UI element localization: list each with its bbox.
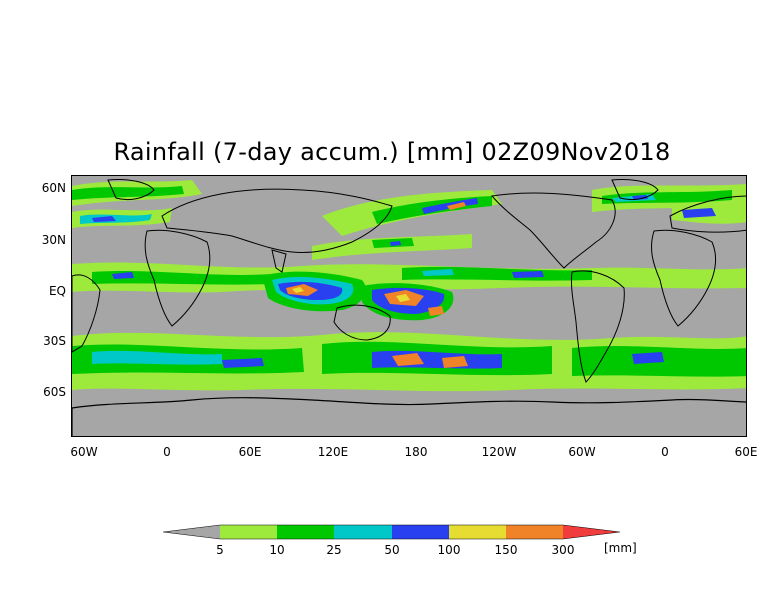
- antarctica-outline: [72, 397, 746, 436]
- greenland-coastline-left: [107, 179, 155, 201]
- lon-label-60e-right: 60E: [734, 445, 758, 459]
- lon-label-0-left: 0: [163, 445, 171, 459]
- lat-label-30s: 30S: [43, 334, 66, 348]
- coastlines: [72, 179, 746, 383]
- africa-coastline-right: [651, 229, 716, 327]
- lon-label-60e-left: 60E: [238, 445, 262, 459]
- colorbar-label-10: 10: [269, 543, 285, 557]
- colorbar-label-5: 5: [216, 543, 224, 557]
- colorbar-units: [mm]: [604, 541, 637, 555]
- rainfall-map: [71, 175, 747, 437]
- rain-cluster-west-pacific: [362, 283, 454, 321]
- colorbar-label-100: 100: [437, 543, 461, 557]
- colorbar-label-25: 25: [326, 543, 342, 557]
- colorbar-label-50: 50: [384, 543, 400, 557]
- rain-band-north-atlantic-left: [72, 180, 202, 228]
- eurasia-coastline: [161, 188, 393, 253]
- rainfall-map-canvas: [72, 176, 746, 436]
- map-title: Rainfall (7-day accum.) [mm] 02Z09Nov201…: [113, 138, 671, 166]
- india-coastline: [271, 249, 287, 273]
- colorbar-bin-100-150: [449, 525, 506, 539]
- lon-label-0-right: 0: [661, 445, 669, 459]
- rain-band-southern-ocean: [72, 332, 746, 392]
- lon-label-60w-right: 60W: [568, 445, 596, 459]
- lon-label-120w: 120W: [481, 445, 517, 459]
- colorbar-label-150: 150: [494, 543, 518, 557]
- rain-cluster-indian-ocean: [262, 271, 366, 312]
- colorbar-bin-150-300: [506, 525, 563, 539]
- rain-band-itcz: [72, 262, 746, 293]
- rain-band-north-atlantic-right: [592, 184, 746, 224]
- lat-label-30n: 30N: [41, 233, 66, 247]
- north-america-coastline: [491, 192, 616, 269]
- colorbar-over-triangle: [563, 525, 620, 539]
- rain-band-north-pacific: [312, 190, 502, 260]
- lon-label-120e: 120E: [317, 445, 349, 459]
- greenland-coastline: [611, 179, 659, 201]
- colorbar-bin-10-25: [277, 525, 334, 539]
- colorbar: [163, 524, 621, 540]
- colorbar-under-triangle: [163, 525, 220, 539]
- lon-label-180: 180: [404, 445, 428, 459]
- africa-coastline: [144, 229, 211, 327]
- south-america-coastline: [571, 270, 625, 383]
- lon-label-60w-left: 60W: [70, 445, 98, 459]
- south-america-coastline-left: [72, 274, 101, 353]
- eurasia-coastline-right: [669, 195, 746, 233]
- lat-label-60s: 60S: [43, 385, 66, 399]
- colorbar-bin-50-100: [392, 525, 449, 539]
- colorbar-bin-5-10: [220, 525, 277, 539]
- lat-label-eq: EQ: [48, 284, 66, 298]
- colorbar-label-300: 300: [551, 543, 575, 557]
- lat-label-60n: 60N: [41, 181, 66, 195]
- colorbar-bin-25-50: [334, 525, 392, 539]
- australia-coastline: [333, 304, 391, 341]
